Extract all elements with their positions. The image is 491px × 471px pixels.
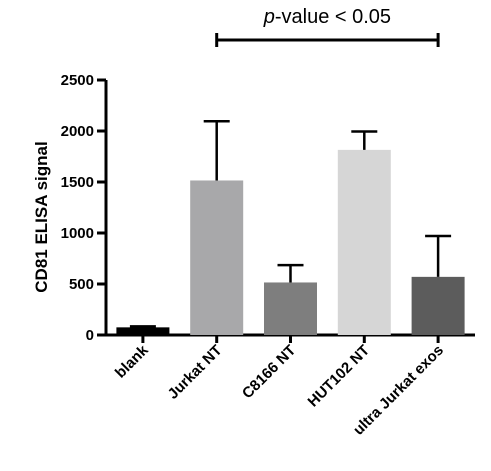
x-tick-label: HUT102 NT <box>305 342 374 411</box>
y-tick-label: 1000 <box>61 225 94 242</box>
x-tick-label: Jurkat NT <box>165 342 226 403</box>
chart-error-bars <box>129 120 452 328</box>
significance-p: p <box>263 6 275 28</box>
y-tick-label: 2500 <box>61 72 94 89</box>
y-tick-label: 2000 <box>61 123 94 140</box>
y-axis-title: CD81 ELISA signal <box>32 141 51 292</box>
significance-annotation: p-value < 0.05 <box>215 6 440 47</box>
x-tick-label: C8166 NT <box>239 342 299 402</box>
significance-text: -value < 0.05 <box>275 6 391 28</box>
y-tick-label: 1500 <box>61 174 94 191</box>
significance-label: p-value < 0.05 <box>263 6 391 28</box>
bar-ultra-jurkat-exos <box>411 276 465 335</box>
bar-blank <box>116 327 170 335</box>
bar-hut102-nt <box>337 149 391 335</box>
y-tick-label: 0 <box>86 327 94 344</box>
chart-bars <box>116 149 465 335</box>
bar-c8166-nt <box>264 282 317 335</box>
x-tick-label: blank <box>112 341 152 381</box>
bar-jurkat-nt <box>190 180 244 335</box>
y-tick-label: 500 <box>69 276 94 293</box>
